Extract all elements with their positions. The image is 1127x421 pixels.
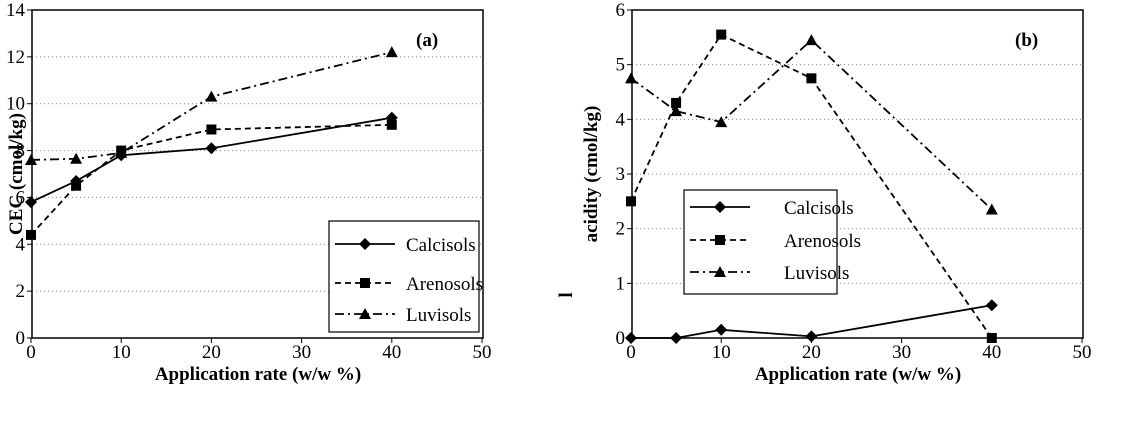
x-tick-label: 0 [26, 342, 36, 363]
legend-marker [360, 278, 370, 288]
data-point-luvisols [25, 153, 37, 165]
y-axis-label-fragment: l [556, 292, 577, 297]
y-tick-label: 8 [16, 141, 26, 162]
series-line-luvisols [630, 38, 993, 211]
data-point-arenosols [386, 119, 397, 130]
x-tick-label: 50 [1073, 342, 1092, 363]
series-lines [25, 46, 398, 240]
plot-frame [31, 9, 484, 339]
y-tick-label: 5 [616, 55, 626, 76]
data-point-luvisols [805, 34, 818, 46]
legend-label: Arenosols [406, 274, 483, 295]
x-tick-label: 10 [112, 342, 131, 363]
legend-box [328, 220, 480, 333]
y-tick-labels: 0 1 2 3 4 5 6 [616, 0, 632, 349]
data-point-arenosols [716, 29, 727, 40]
x-axis-label: Application rate (w/w %) [755, 364, 961, 385]
data-point-luvisols [205, 90, 218, 102]
y-tick-label: 6 [16, 187, 26, 208]
legend-marker [359, 238, 371, 250]
legend-label: Calcisols [784, 198, 854, 219]
data-point-luvisols [670, 105, 683, 117]
chart-panel-b: 0 1 2 3 4 5 6 0 10 20 30 40 50 (b) Application rate… [556, 0, 1092, 385]
data-point-arenosols [26, 229, 36, 240]
legend-label: Luvisols [406, 305, 471, 326]
data-point-arenosols [671, 97, 682, 108]
y-tick-label: 10 [6, 94, 25, 115]
legend-marker [714, 266, 726, 277]
legend-marker [714, 201, 726, 213]
legend-label: Calcisols [406, 235, 476, 256]
panel-label: (b) [1015, 30, 1038, 51]
chart-panel-a: 0 2 4 6 8 10 12 14 0 10 20 30 40 50 (a) Application … [6, 0, 492, 385]
x-tick-label: 40 [982, 342, 1001, 363]
data-point-calcisols [670, 332, 683, 344]
y-tick-label: 2 [616, 219, 626, 240]
legend-marker [715, 235, 725, 245]
x-tick-label: 20 [802, 342, 821, 363]
data-point-luvisols [70, 152, 83, 164]
panel-label: (a) [416, 30, 438, 51]
data-point-luvisols [385, 46, 398, 58]
y-tick-label: 2 [16, 281, 26, 302]
x-tick-label: 50 [473, 342, 492, 363]
legend: Calcisols Arenosols Luvisols [683, 189, 861, 295]
y-tick-label: 4 [16, 234, 26, 255]
series-lines [625, 29, 998, 344]
series-line-arenosols [30, 123, 392, 236]
data-point-luvisols [715, 116, 728, 128]
data-point-calcisols [985, 299, 998, 312]
data-point-calcisols [715, 323, 728, 336]
y-tick-label: 3 [616, 164, 626, 185]
legend-label: Luvisols [784, 263, 849, 284]
data-point-calcisols [205, 142, 218, 155]
y-tick-labels: 0 2 4 6 8 10 12 14 [6, 0, 32, 349]
x-tick-label: 30 [292, 342, 311, 363]
data-point-luvisols [115, 146, 128, 158]
y-tick-label: 14 [6, 0, 26, 21]
x-tick-label: 10 [712, 342, 731, 363]
y-tick-label: 0 [16, 328, 26, 349]
data-point-arenosols [206, 124, 217, 135]
legend: Calcisols Arenosols Luvisols [328, 220, 483, 333]
y-tick-label: 4 [616, 109, 626, 130]
y-tick-label: 0 [616, 328, 626, 349]
data-point-arenosols [986, 333, 997, 343]
y-tick-label: 1 [616, 273, 626, 294]
x-tick-labels: 0 10 20 30 40 50 [26, 338, 492, 363]
x-tick-label: 20 [202, 342, 221, 363]
legend-label: Arenosols [784, 231, 861, 252]
legend-marker [359, 308, 371, 319]
data-point-luvisols [985, 203, 998, 215]
data-point-luvisols [625, 72, 637, 84]
x-tick-labels: 0 10 20 30 40 50 [626, 338, 1092, 363]
data-point-calcisols [25, 196, 37, 209]
y-axis-label: acidity (cmol/kg) [581, 106, 602, 243]
x-tick-label: 30 [892, 342, 911, 363]
data-point-arenosols [626, 196, 636, 207]
x-axis-label: Application rate (w/w %) [155, 364, 361, 385]
x-tick-label: 40 [382, 342, 401, 363]
y-axis-label: CEC (cmol/kg) [6, 113, 27, 235]
y-tick-label: 12 [6, 47, 25, 68]
data-point-calcisols [625, 332, 637, 344]
data-point-calcisols [805, 330, 818, 343]
data-point-arenosols [71, 180, 82, 191]
y-tick-label: 6 [616, 0, 626, 21]
x-tick-label: 0 [626, 342, 636, 363]
data-point-arenosols [806, 73, 817, 84]
